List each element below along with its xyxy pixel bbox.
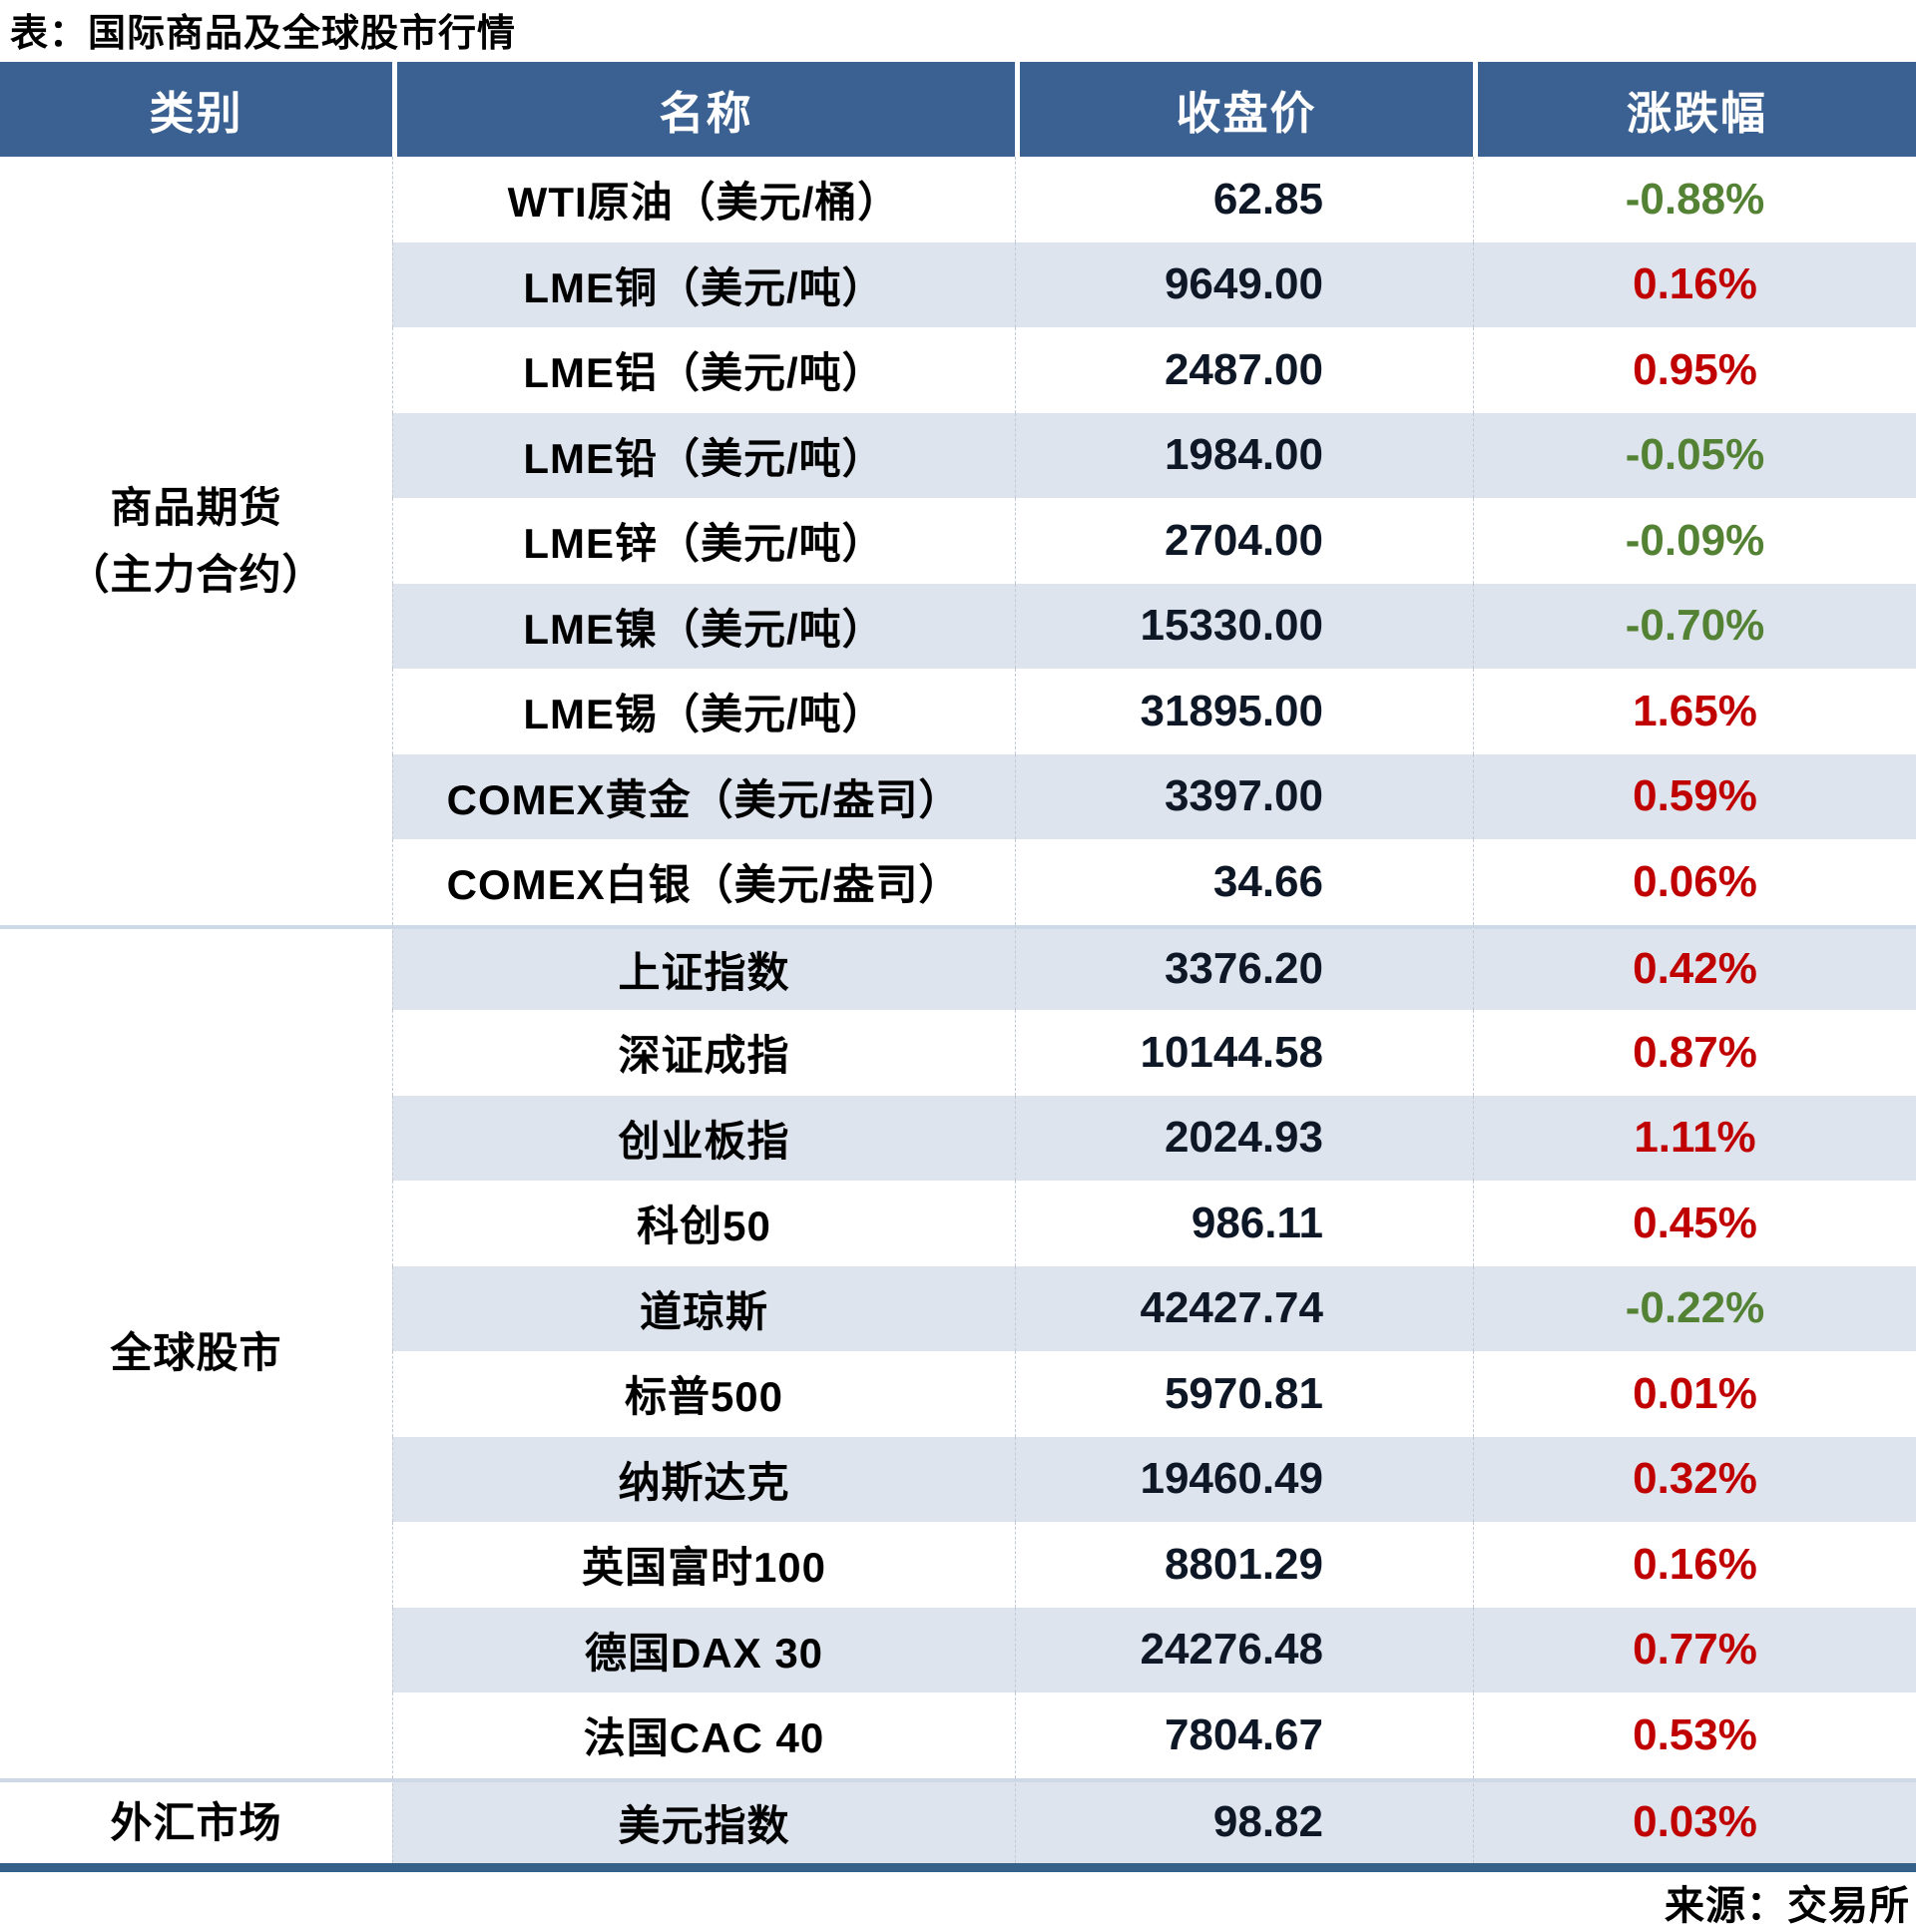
change-cell: 0.03% <box>1473 1777 1916 1863</box>
close-cell: 98.82 <box>1015 1777 1473 1863</box>
close-cell: 62.85 <box>1015 157 1473 242</box>
change-cell: 0.45% <box>1473 1181 1916 1266</box>
close-cell: 3397.00 <box>1015 753 1473 839</box>
close-cell: 2024.93 <box>1015 1095 1473 1181</box>
close-cell: 1984.00 <box>1015 412 1473 498</box>
market-table: 类别 名称 收盘价 涨跌幅 商品期货 （主力合约） WTI原油（美元/桶） 62.8… <box>0 62 1916 1863</box>
name-cell: 深证成指 <box>392 1010 1015 1096</box>
close-cell: 5970.81 <box>1015 1351 1473 1437</box>
close-cell: 9649.00 <box>1015 242 1473 327</box>
change-cell: -0.05% <box>1473 412 1916 498</box>
name-cell: COMEX白银（美元/盎司） <box>392 839 1015 925</box>
name-cell: COMEX黄金（美元/盎司） <box>392 753 1015 839</box>
change-cell: -0.09% <box>1473 498 1916 584</box>
name-cell: 创业板指 <box>392 1095 1015 1181</box>
close-cell: 7804.67 <box>1015 1692 1473 1778</box>
header-category: 类别 <box>0 62 392 157</box>
table-bottom-rule <box>0 1863 1916 1872</box>
change-cell: 0.77% <box>1473 1607 1916 1692</box>
close-cell: 3376.20 <box>1015 924 1473 1010</box>
category-cell: 商品期货 （主力合约） <box>0 157 392 925</box>
change-cell: 0.87% <box>1473 1010 1916 1096</box>
name-cell: LME锌（美元/吨） <box>392 498 1015 584</box>
name-cell: 美元指数 <box>392 1777 1015 1863</box>
name-cell: WTI原油（美元/桶） <box>392 157 1015 242</box>
change-cell: 1.11% <box>1473 1095 1916 1181</box>
name-cell: 科创50 <box>392 1181 1015 1266</box>
name-cell: 标普500 <box>392 1351 1015 1437</box>
close-cell: 24276.48 <box>1015 1607 1473 1692</box>
name-cell: LME铜（美元/吨） <box>392 242 1015 327</box>
page-title: 表：国际商品及全球股市行情 <box>10 12 517 55</box>
change-cell: -0.88% <box>1473 157 1916 242</box>
close-cell: 19460.49 <box>1015 1436 1473 1522</box>
close-cell: 34.66 <box>1015 839 1473 925</box>
close-cell: 8801.29 <box>1015 1522 1473 1608</box>
close-cell: 15330.00 <box>1015 583 1473 669</box>
header-name: 名称 <box>392 62 1015 157</box>
change-cell: -0.22% <box>1473 1265 1916 1351</box>
close-cell: 2704.00 <box>1015 498 1473 584</box>
name-cell: 英国富时100 <box>392 1522 1015 1608</box>
close-cell: 42427.74 <box>1015 1265 1473 1351</box>
header-change: 涨跌幅 <box>1473 62 1916 157</box>
header-close: 收盘价 <box>1015 62 1473 157</box>
change-cell: 0.06% <box>1473 839 1916 925</box>
name-cell: 道琼斯 <box>392 1265 1015 1351</box>
name-cell: LME铝（美元/吨） <box>392 327 1015 413</box>
close-cell: 2487.00 <box>1015 327 1473 413</box>
change-cell: 0.32% <box>1473 1436 1916 1522</box>
change-cell: 1.65% <box>1473 669 1916 754</box>
source-label: 来源：交易所 <box>1665 1884 1910 1928</box>
name-cell: 德国DAX 30 <box>392 1607 1015 1692</box>
name-cell: 上证指数 <box>392 924 1015 1010</box>
change-cell: 0.16% <box>1473 242 1916 327</box>
name-cell: LME镍（美元/吨） <box>392 583 1015 669</box>
name-cell: 法国CAC 40 <box>392 1692 1015 1778</box>
change-cell: 0.01% <box>1473 1351 1916 1437</box>
category-cell: 全球股市 <box>0 924 392 1778</box>
change-cell: 0.95% <box>1473 327 1916 413</box>
change-cell: -0.70% <box>1473 583 1916 669</box>
change-cell: 0.16% <box>1473 1522 1916 1608</box>
name-cell: 纳斯达克 <box>392 1436 1015 1522</box>
change-cell: 0.59% <box>1473 753 1916 839</box>
change-cell: 0.53% <box>1473 1692 1916 1778</box>
close-cell: 10144.58 <box>1015 1010 1473 1096</box>
name-cell: LME铅（美元/吨） <box>392 412 1015 498</box>
close-cell: 31895.00 <box>1015 669 1473 754</box>
change-cell: 0.42% <box>1473 924 1916 1010</box>
name-cell: LME锡（美元/吨） <box>392 669 1015 754</box>
close-cell: 986.11 <box>1015 1181 1473 1266</box>
category-cell: 外汇市场 <box>0 1777 392 1863</box>
